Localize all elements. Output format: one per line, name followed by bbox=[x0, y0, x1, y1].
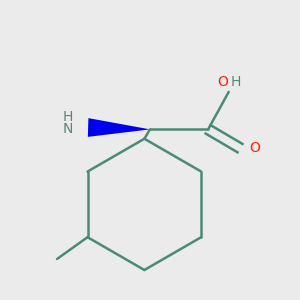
Text: H: H bbox=[231, 76, 242, 89]
Polygon shape bbox=[88, 118, 150, 137]
Text: N: N bbox=[62, 122, 73, 136]
Text: O: O bbox=[217, 76, 228, 89]
Text: H: H bbox=[62, 110, 73, 124]
Text: O: O bbox=[249, 141, 260, 155]
